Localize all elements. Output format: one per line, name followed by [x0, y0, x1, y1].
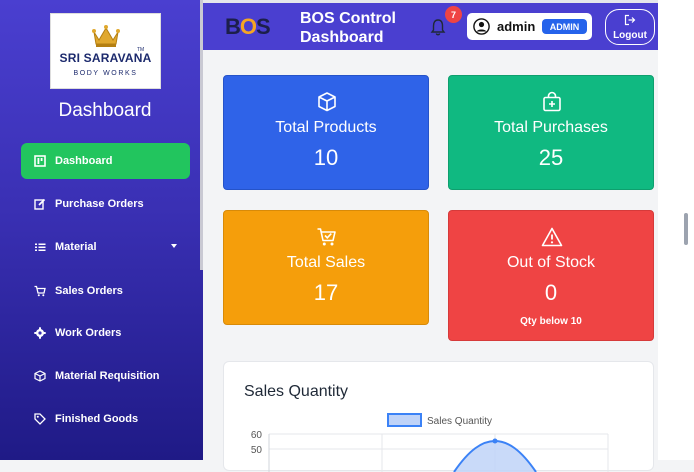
cube-icon: [318, 92, 336, 112]
card-value: 25: [538, 145, 564, 170]
username: admin: [497, 19, 536, 34]
header-title-line1: BOS Control: [300, 10, 396, 27]
card-total-products[interactable]: Total Products 10: [223, 75, 429, 190]
sidebar-item-material-requisition[interactable]: Material Requisition: [21, 358, 190, 394]
card-value: 17: [313, 280, 339, 305]
header-title: BOS Control Dashboard: [300, 9, 396, 47]
sidebar-scrollbar[interactable]: [200, 0, 203, 270]
logo-brand-text: SRI SARAVANA: [59, 51, 152, 65]
warning-icon: [541, 227, 563, 247]
sidebar-item-label: Sales Orders: [55, 285, 123, 297]
bag-plus-icon: [543, 91, 561, 112]
sidebar-item-label: Finished Goods: [55, 413, 139, 425]
legend-swatch[interactable]: [387, 413, 422, 427]
card-label: Total Products: [275, 119, 377, 136]
card-out-of-stock[interactable]: Out of Stock 0 Qty below 10: [448, 210, 654, 341]
user-avatar-icon: [473, 18, 490, 35]
card-label: Total Purchases: [494, 119, 608, 136]
logout-button[interactable]: Logout: [605, 9, 655, 45]
logo-subtitle: BODY WORKS: [73, 70, 138, 77]
cart-icon: [34, 285, 46, 297]
sidebar-item-sales-orders[interactable]: Sales Orders: [21, 273, 190, 309]
bell-icon[interactable]: [430, 18, 446, 36]
sidebar-item-label: Work Orders: [55, 327, 122, 339]
right-gutter: [658, 0, 694, 460]
y-tick-label: 60: [251, 430, 263, 441]
y-tick-label: 50: [251, 445, 263, 456]
bos-logo-letter: S: [256, 14, 271, 39]
sidebar-item-finished-goods[interactable]: Finished Goods: [21, 401, 190, 437]
sidebar-item-material[interactable]: Material: [21, 229, 190, 265]
card-label: Out of Stock: [506, 254, 596, 271]
sales-quantity-panel: Sales Quantity Sales Quantity 60 50: [223, 361, 654, 472]
gear-icon: [34, 327, 46, 339]
data-point[interactable]: [492, 438, 498, 444]
sidebar-title: Dashboard: [58, 100, 152, 121]
legend-label[interactable]: Sales Quantity: [427, 416, 492, 427]
sidebar-item-work-orders[interactable]: Work Orders: [21, 315, 190, 351]
sales-quantity-chart: Sales Quantity 60 50: [251, 413, 609, 472]
sidebar-item-label: Purchase Orders: [55, 198, 144, 210]
logout-icon: [624, 14, 636, 26]
company-logo: SRI SARAVANA TM BODY WORKS: [51, 14, 160, 88]
sidebar-item-label: Dashboard: [55, 155, 113, 167]
card-total-purchases[interactable]: Total Purchases 25: [448, 75, 654, 190]
crown-icon: [92, 25, 120, 47]
chart-title: Sales Quantity: [244, 383, 349, 400]
logo-trademark: TM: [137, 47, 145, 53]
card-sublabel: Qty below 10: [520, 316, 582, 327]
sidebar-item-dashboard[interactable]: Dashboard: [21, 143, 190, 179]
logout-label: Logout: [613, 30, 647, 41]
bos-logo-letter: B: [225, 14, 241, 39]
tag-icon: [34, 413, 46, 425]
card-value: 0: [544, 280, 558, 305]
header-title-line2: Dashboard: [300, 29, 384, 46]
cart-check-icon: [317, 228, 336, 246]
card-value: 10: [313, 145, 339, 170]
bos-logo-gear: O: [239, 14, 257, 39]
edit-icon: [34, 198, 46, 210]
card-total-sales[interactable]: Total Sales 17: [223, 210, 429, 325]
top-header: BOS BOS Control Dashboard 7 admin ADMIN …: [203, 0, 658, 50]
list-icon: [35, 243, 46, 251]
chevron-down-icon: [171, 244, 177, 248]
sidebar-item-label: Material: [55, 241, 97, 253]
sidebar: SRI SARAVANA TM BODY WORKS Dashboard Das…: [0, 0, 203, 460]
role-badge: ADMIN: [542, 19, 587, 34]
notification-badge: 7: [445, 6, 462, 23]
card-label: Total Sales: [286, 254, 366, 271]
user-menu[interactable]: admin ADMIN: [467, 13, 592, 40]
bos-logo: BOS: [225, 14, 271, 40]
sidebar-item-label: Material Requisition: [55, 370, 160, 382]
sidebar-item-purchase-orders[interactable]: Purchase Orders: [21, 186, 190, 222]
box-icon: [34, 370, 46, 382]
page-scrollbar[interactable]: [684, 213, 688, 245]
dashboard-icon: [34, 155, 46, 167]
